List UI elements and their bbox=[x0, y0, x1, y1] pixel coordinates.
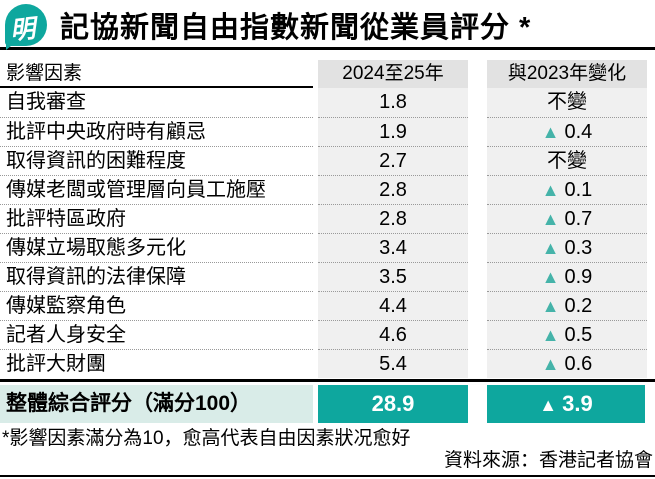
score-value: 5.4 bbox=[318, 349, 468, 378]
logo-character: 明 bbox=[8, 14, 37, 46]
column-header-change: 與2023年變化 bbox=[487, 60, 647, 88]
change-value: ▲ 0.1 bbox=[487, 175, 647, 204]
score-value: 3.5 bbox=[318, 262, 468, 291]
change-value: ▲ 0.3 bbox=[487, 233, 647, 262]
table-row: 傳媒立場取態多元化 3.4 ▲ 0.3 bbox=[0, 233, 655, 262]
up-triangle-icon: ▲ bbox=[541, 296, 560, 316]
score-value: 2.7 bbox=[318, 146, 468, 175]
bottom-rule bbox=[0, 475, 655, 477]
total-label: 整體綜合評分（滿分100） bbox=[0, 385, 313, 423]
table-row: 取得資訊的法律保障 3.5 ▲ 0.9 bbox=[0, 262, 655, 291]
change-value: ▲ 0.2 bbox=[487, 291, 647, 320]
score-value: 1.8 bbox=[318, 88, 468, 117]
total-separator-rule bbox=[0, 379, 655, 382]
change-value: ▲ 0.5 bbox=[487, 320, 647, 349]
change-value: 不變 bbox=[487, 88, 647, 117]
change-text: 0.7 bbox=[564, 208, 593, 230]
score-value: 1.9 bbox=[318, 117, 468, 146]
change-text: 3.9 bbox=[562, 391, 593, 416]
change-text: 不變 bbox=[547, 91, 587, 113]
column-header-factor: 影響因素 bbox=[0, 60, 313, 88]
table-row: 自我審查 1.8 不變 bbox=[0, 88, 655, 117]
table-row: 傳媒監察角色 4.4 ▲ 0.2 bbox=[0, 291, 655, 320]
table-row: 傳媒老闆或管理層向員工施壓 2.8 ▲ 0.1 bbox=[0, 175, 655, 204]
up-triangle-icon: ▲ bbox=[541, 238, 560, 258]
change-value: ▲ 0.9 bbox=[487, 262, 647, 291]
factor-label: 傳媒立場取態多元化 bbox=[0, 233, 313, 262]
up-triangle-icon: ▲ bbox=[539, 395, 558, 415]
change-value: ▲ 0.4 bbox=[487, 117, 647, 146]
masthead: 明 記協新聞自由指數新聞從業員評分 * bbox=[0, 0, 655, 50]
factor-label: 取得資訊的困難程度 bbox=[0, 146, 313, 175]
factor-label: 批評中央政府時有顧忌 bbox=[0, 117, 313, 146]
up-triangle-icon: ▲ bbox=[541, 209, 560, 229]
score-value: 2.8 bbox=[318, 204, 468, 233]
table-row: 取得資訊的困難程度 2.7 不變 bbox=[0, 146, 655, 175]
factor-label: 傳媒老闆或管理層向員工施壓 bbox=[0, 175, 313, 204]
score-value: 3.4 bbox=[318, 233, 468, 262]
score-value: 4.4 bbox=[318, 291, 468, 320]
total-score-value: 28.9 bbox=[318, 385, 468, 423]
column-header-score: 2024至25年 bbox=[318, 60, 468, 88]
total-row: 整體綜合評分（滿分100） 28.9 ▲ 3.9 bbox=[0, 385, 655, 423]
table-row: 批評中央政府時有顧忌 1.9 ▲ 0.4 bbox=[0, 117, 655, 146]
change-value: 不變 bbox=[487, 146, 647, 175]
change-text: 0.9 bbox=[564, 266, 593, 288]
score-value: 2.8 bbox=[318, 175, 468, 204]
change-text: 0.4 bbox=[564, 121, 593, 143]
table-row: 記者人身安全 4.6 ▲ 0.5 bbox=[0, 320, 655, 349]
up-triangle-icon: ▲ bbox=[541, 122, 560, 142]
total-change-value: ▲ 3.9 bbox=[487, 385, 645, 423]
source-credit: 資料來源：香港記者協會 bbox=[443, 450, 653, 471]
table-row: 批評大財團 5.4 ▲ 0.6 bbox=[0, 349, 655, 378]
factor-label: 傳媒監察角色 bbox=[0, 291, 313, 320]
change-text: 0.5 bbox=[564, 324, 593, 346]
factor-label: 批評大財團 bbox=[0, 349, 313, 378]
change-value: ▲ 0.7 bbox=[487, 204, 647, 233]
factor-label: 記者人身安全 bbox=[0, 320, 313, 349]
up-triangle-icon: ▲ bbox=[541, 267, 560, 287]
change-text: 0.3 bbox=[564, 237, 593, 259]
table-row: 批評特區政府 2.8 ▲ 0.7 bbox=[0, 204, 655, 233]
factor-label: 批評特區政府 bbox=[0, 204, 313, 233]
up-triangle-icon: ▲ bbox=[541, 354, 560, 374]
score-value: 4.6 bbox=[318, 320, 468, 349]
footnote: *影響因素滿分為10，愈高代表自由因素狀况愈好 bbox=[2, 428, 411, 449]
factor-label: 自我審查 bbox=[6, 91, 86, 113]
change-text: 0.2 bbox=[564, 295, 593, 317]
change-text: 不變 bbox=[547, 150, 587, 172]
page-title: 記協新聞自由指數新聞從業員評分 * bbox=[60, 12, 532, 44]
mingpao-logo-icon: 明 bbox=[5, 4, 47, 50]
up-triangle-icon: ▲ bbox=[541, 180, 560, 200]
up-triangle-icon: ▲ bbox=[541, 325, 560, 345]
table-header-row: 影響因素 2024至25年 與2023年變化 bbox=[0, 60, 655, 88]
change-text: 0.6 bbox=[564, 353, 593, 375]
factor-label: 取得資訊的法律保障 bbox=[0, 262, 313, 291]
change-value: ▲ 0.6 bbox=[487, 349, 647, 378]
change-text: 0.1 bbox=[564, 179, 593, 201]
